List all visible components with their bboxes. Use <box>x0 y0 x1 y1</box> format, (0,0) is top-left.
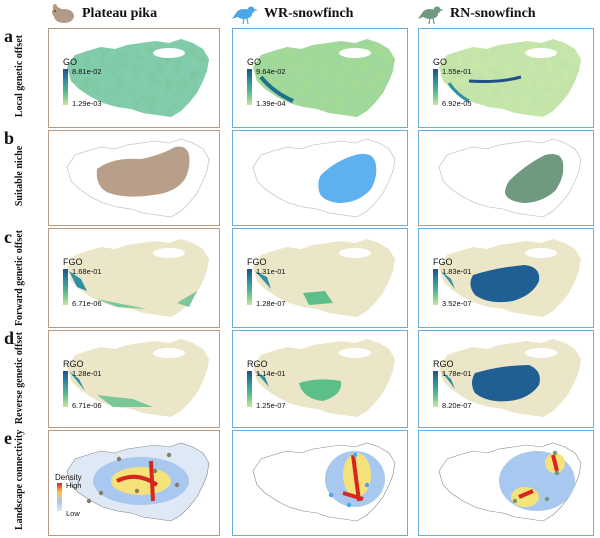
panel-e-wr-snowfinch <box>232 430 408 536</box>
row-letter-a: a <box>4 26 13 46</box>
panel-d-pika: RGO 1.28e-01 6.71e-06 <box>48 330 220 428</box>
row-title-a: Local genetic offset <box>14 34 25 118</box>
pika-silhouette-icon <box>52 4 74 23</box>
bird-silhouette-icon <box>418 6 444 25</box>
panel-b-wr-snowfinch <box>232 130 408 226</box>
species-header-wr-snowfinch: WR-snowfinch <box>232 2 353 26</box>
row-letter-b: b <box>4 128 15 148</box>
panel-c-pika: FGO 1.68e-01 6.71e-06 <box>48 228 220 328</box>
row-letter-e: e <box>4 428 12 448</box>
row-title-e: Landscape connectivity <box>14 429 25 530</box>
panel-b-rn-snowfinch <box>418 130 594 226</box>
species-name-rn-snowfinch: RN-snowfinch <box>450 6 536 21</box>
panel-a-rn-snowfinch: GO 1.55e-01 6.92e-05 <box>418 28 594 128</box>
panel-b-pika <box>48 130 220 226</box>
row-title-d: Reverse genetic offset <box>14 331 25 425</box>
panel-a-pika: GO 8.81e-02 1.29e-03 <box>48 28 220 128</box>
panel-e-pika: Density High Low <box>48 430 220 536</box>
row-title-b: Suitable niche <box>14 145 25 207</box>
panel-c-wr-snowfinch: FGO 1.31e-01 1.28e-07 <box>232 228 408 328</box>
species-header-pika: Plateau pika <box>50 2 157 26</box>
row-title-c: Forward genetic offset <box>14 229 25 327</box>
row-letter-d: d <box>4 328 15 348</box>
species-name-pika: Plateau pika <box>82 6 158 21</box>
panel-e-rn-snowfinch <box>418 430 594 536</box>
species-header-rn-snowfinch: RN-snowfinch <box>418 2 536 26</box>
panel-d-wr-snowfinch: RGO 1.14e-01 1.25e-07 <box>232 330 408 428</box>
panel-a-wr-snowfinch: GO 9.64e-02 1.39e-04 <box>232 28 408 128</box>
row-letter-c: c <box>4 227 12 247</box>
bird-silhouette-icon <box>232 6 258 25</box>
panel-c-rn-snowfinch: FGO 1.83e-01 3.52e-07 <box>418 228 594 328</box>
species-name-wr-snowfinch: WR-snowfinch <box>264 6 354 21</box>
panel-d-rn-snowfinch: RGO 1.78e-01 8.20e-07 <box>418 330 594 428</box>
